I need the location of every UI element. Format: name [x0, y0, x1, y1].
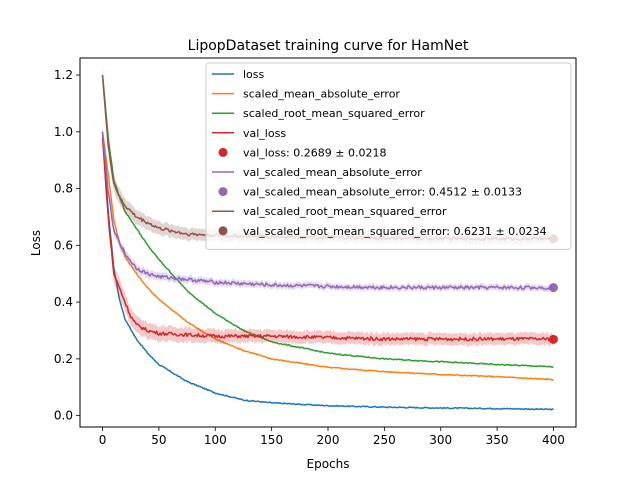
- series-line-val-loss: [101, 137, 554, 342]
- legend: loss scaled_mean_absolute_error scaled_roo…: [205, 62, 572, 250]
- x-tick-label: 400: [542, 433, 565, 447]
- x-axis-label: Epochs: [307, 457, 350, 471]
- legend-box: [205, 62, 572, 250]
- x-tick-label: 100: [204, 433, 227, 447]
- band-val-loss: [102, 127, 554, 347]
- legend-label-val-loss-0-2689-0-0218: val_loss: 0.2689 ± 0.0218: [243, 146, 386, 159]
- x-tick-label: 250: [373, 433, 396, 447]
- legend-label-val-scaled-mean-absolute-error-0-4512-0-0133: val_scaled_mean_absolute_error: 0.4512 ±…: [243, 186, 522, 199]
- x-tick-label: 300: [429, 433, 452, 447]
- x-tick-label: 50: [151, 433, 166, 447]
- legend-label-scaled-root-mean-squared-error: scaled_root_mean_squared_error: [243, 107, 425, 120]
- legend-label-scaled-mean-absolute-error: scaled_mean_absolute_error: [243, 88, 400, 101]
- x-tick-label: 350: [486, 433, 509, 447]
- legend-marker-val-scaled-root-mean-squared-error-0-6231-0-0234: [218, 226, 228, 236]
- x-tick-label: 0: [99, 433, 107, 447]
- legend-label-val-scaled-mean-absolute-error: val_scaled_mean_absolute_error: [243, 166, 422, 179]
- series-line-scaled-mean-absolute-error: [101, 131, 554, 381]
- x-tick-label: 200: [317, 433, 340, 447]
- x-tick-label: 150: [260, 433, 283, 447]
- series-line-loss: [101, 131, 554, 411]
- y-tick-label: 0.4: [54, 295, 73, 309]
- y-tick-label: 0.0: [54, 409, 73, 423]
- y-tick-label: 1.2: [54, 68, 73, 82]
- legend-label-val-loss: val_loss: [243, 127, 286, 140]
- x-axis-ticks: 0 50 100 150 200 250 300 350 400: [99, 427, 565, 447]
- legend-label-val-scaled-root-mean-squared-error-0-6231-0-0234: val_scaled_root_mean_squared_error: 0.62…: [243, 225, 547, 238]
- y-axis-label: Loss: [29, 230, 43, 256]
- legend-marker-val-scaled-mean-absolute-error-0-4512-0-0133: [218, 187, 228, 197]
- band-val-scaled-root-mean-squared-error: [102, 66, 554, 246]
- final-point-val-scaled-mean-absolute-error: [548, 283, 558, 293]
- y-tick-label: 0.8: [54, 182, 73, 196]
- series-line-scaled-root-mean-squared-error: [101, 74, 554, 368]
- series-line-val-scaled-mean-absolute-error: [101, 131, 554, 291]
- y-axis-ticks: 0.0 0.2 0.4 0.6 0.8 1.0 1.2: [54, 68, 80, 423]
- chart-title: LipopDataset training curve for HamNet: [188, 38, 469, 54]
- final-point-val-loss: [548, 334, 558, 344]
- legend-label-loss: loss: [243, 68, 265, 81]
- y-tick-label: 0.6: [54, 238, 73, 252]
- legend-marker-val-loss-0-2689-0-0218: [218, 147, 228, 157]
- y-tick-label: 0.2: [54, 352, 73, 366]
- legend-label-val-scaled-root-mean-squared-error: val_scaled_root_mean_squared_error: [243, 205, 447, 218]
- band-val-scaled-mean-absolute-error: [102, 126, 554, 293]
- y-tick-label: 1.0: [54, 125, 73, 139]
